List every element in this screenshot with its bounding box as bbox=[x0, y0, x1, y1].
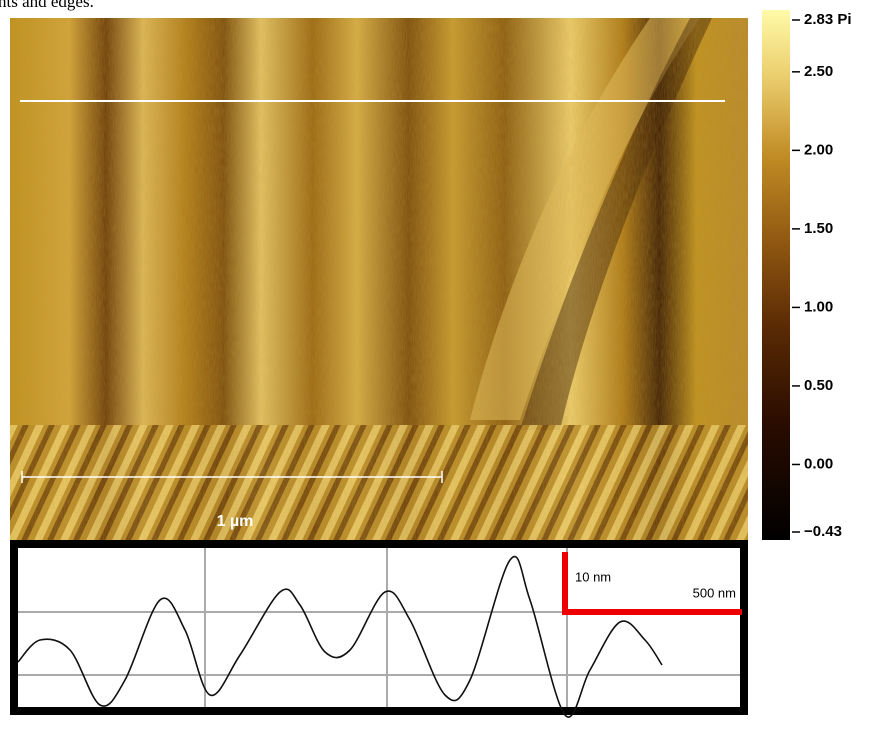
caption-fragment: nts and edges. bbox=[0, 0, 94, 11]
colorbar-ticks: 2.83 Pi 2.50 2.00 1.50 1.00 0.50 0.00 −0.43 bbox=[792, 11, 852, 540]
profile-panel: 10 nm 500 nm bbox=[14, 544, 744, 717]
colorbar-tick-label: 1.00 bbox=[804, 298, 833, 315]
colorbar-tick-label: 0.50 bbox=[804, 377, 833, 394]
afm-image: 1 µm bbox=[10, 18, 748, 540]
figure: nts and edges. 1 µm 2.83 Pi 2.50 2.00 1.50 1… bbox=[0, 0, 880, 742]
scale-bar-label: 1 µm bbox=[217, 513, 254, 530]
colorbar-tick-label: 2.00 bbox=[804, 141, 833, 158]
colorbar bbox=[762, 10, 790, 540]
colorbar-tick-label: 2.83 Pi bbox=[804, 11, 852, 28]
vertical-scale-label: 10 nm bbox=[575, 569, 611, 584]
colorbar-tick-label: −0.43 bbox=[804, 523, 842, 540]
colorbar-tick-label: 0.00 bbox=[804, 455, 833, 472]
colorbar-tick-label: 1.50 bbox=[804, 220, 833, 237]
horizontal-scale-label: 500 nm bbox=[693, 585, 736, 600]
colorbar-tick-label: 2.50 bbox=[804, 63, 833, 80]
